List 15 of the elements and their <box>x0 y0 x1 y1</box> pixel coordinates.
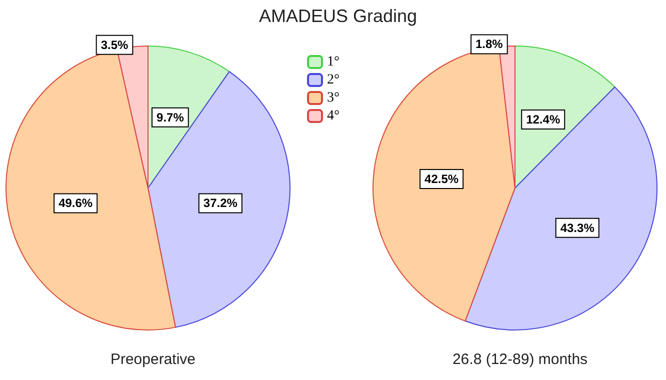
text: Preoperative <box>110 351 196 368</box>
legend-label: 2° <box>327 72 340 88</box>
data-label: 42.5% <box>424 172 459 186</box>
data-label: 43.3% <box>560 220 595 235</box>
data-label: 1.8% <box>476 37 504 52</box>
legend-label: 4° <box>327 108 340 124</box>
data-label: 49.6% <box>58 196 93 210</box>
data-label: 9.7% <box>156 110 184 124</box>
text: 26.8 (12-89) months <box>452 351 588 368</box>
legend-label: 1° <box>327 54 340 70</box>
data-label: 37.2% <box>203 196 238 210</box>
data-label: 12.4% <box>526 112 560 127</box>
legend-label: 3° <box>327 90 340 106</box>
data-label: 3.5% <box>100 38 129 52</box>
chart-title: AMADEUS Grading <box>258 6 418 26</box>
